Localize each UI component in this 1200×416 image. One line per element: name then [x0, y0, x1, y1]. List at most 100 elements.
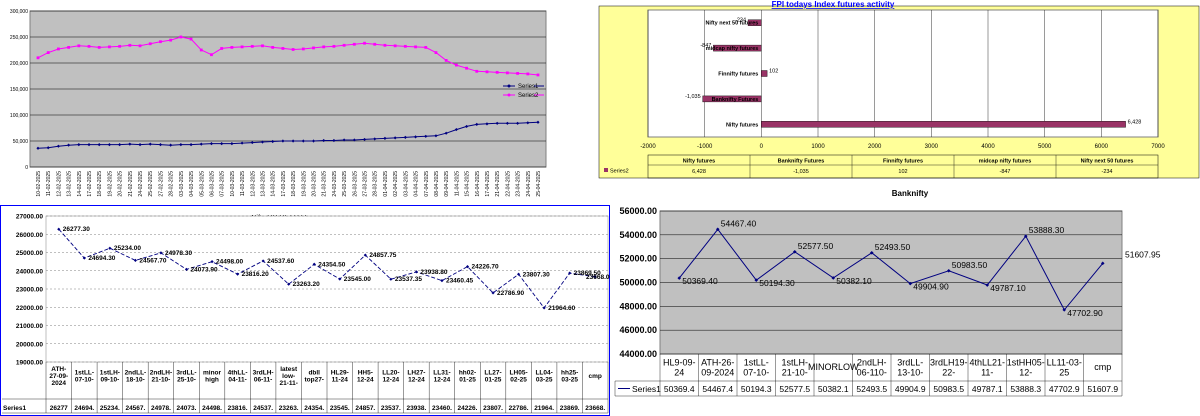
table-cell: 24537. — [253, 405, 273, 412]
series1-marker — [281, 139, 285, 143]
point-label: 23807.30 — [523, 271, 550, 278]
category-label-line: ATH-26- — [701, 358, 734, 368]
point-label: 24354.50 — [318, 261, 345, 268]
y-tick-label: 22000.00 — [16, 305, 43, 312]
series2-marker — [77, 44, 81, 48]
table-header: Banknifty Futures — [778, 159, 825, 165]
category-label: Nifty futures — [726, 122, 758, 128]
table-cell: 23869. — [560, 405, 580, 412]
series-line-series2 — [37, 36, 539, 76]
point-label: 50369.40 — [682, 276, 718, 286]
category-label: 3rdLH-06-11- — [253, 370, 274, 384]
series2-marker — [118, 44, 122, 48]
series2-marker — [261, 44, 264, 48]
series1-marker — [403, 135, 407, 139]
series2-marker — [57, 47, 60, 51]
category-label: cmp — [589, 373, 602, 380]
table-cell: 21964. — [534, 405, 554, 412]
point-label: 24978.30 — [165, 250, 192, 257]
x-tick-label: 24-02-2025 — [138, 171, 144, 197]
series2-marker — [159, 40, 162, 44]
category-label-line: 1stLH- — [100, 370, 120, 377]
category-label: 2ndLL-18-10- — [125, 370, 147, 384]
series2-marker — [465, 66, 468, 70]
series1-marker — [424, 134, 428, 138]
point-marker — [159, 251, 163, 255]
point-marker — [312, 262, 316, 266]
data-label: -234 — [735, 18, 746, 24]
table-header: Finnifty futures — [883, 159, 923, 165]
category-label: LL31-12-24 — [433, 370, 450, 384]
category-label-line: 3rdLH- — [253, 370, 274, 377]
x-tick-label: -1000 — [697, 144, 713, 150]
series2-marker — [373, 42, 377, 46]
table-cell: 23263. — [279, 405, 299, 412]
category-label-line: 07-10- — [743, 368, 769, 378]
series1-marker — [373, 137, 377, 141]
series2-marker — [352, 42, 356, 46]
table-cell: 102 — [898, 169, 907, 175]
category-label-line: 1stHH05- — [1007, 358, 1045, 368]
category-label: LH27-12-24 — [407, 370, 425, 384]
category-label-line: 25-10- — [177, 377, 196, 384]
category-label-line: LL04- — [535, 370, 552, 377]
x-tick-label: 03-03-2025 — [179, 171, 185, 197]
x-tick-label: -2000 — [640, 144, 656, 150]
table-header: Nifty next 50 futures — [1081, 159, 1134, 165]
series1-marker — [179, 143, 183, 147]
legend-marker — [507, 93, 511, 97]
category-label-line: 2ndLH- — [857, 358, 887, 368]
category-label: 3rdLL-13-10- — [897, 358, 923, 378]
point-label: 23545.00 — [344, 276, 371, 283]
x-tick-label: 23-04-2025 — [516, 171, 522, 197]
plot-area — [647, 9, 1159, 138]
point-label: 50983.50 — [952, 260, 988, 270]
series1-marker — [67, 143, 71, 147]
x-tick-label: 14-03-2025 — [271, 171, 277, 197]
nifty-swing-line-chart[interactable]: Nifty HH HL LH LL27000.0026000.0025000.0… — [0, 205, 610, 416]
table-series-label: Series2 — [610, 169, 629, 175]
table-cell: 52577.5 — [779, 384, 810, 394]
category-label-line: MINORLOW — [808, 362, 859, 372]
series1-marker — [301, 139, 305, 143]
x-tick-label: 17-03-2025 — [281, 171, 287, 197]
point-marker — [516, 272, 521, 276]
x-tick-label: 21-03-2025 — [322, 171, 328, 197]
daily-futures-line-chart: 300,000 250,000 200,000 150,000 100,000 50,00… — [0, 0, 548, 205]
series1-marker — [46, 146, 50, 150]
category-label-line: low- — [282, 373, 295, 380]
category-label-line: 2024 — [52, 380, 67, 387]
point-marker — [414, 270, 419, 274]
series1-marker — [148, 142, 152, 146]
series1-marker — [485, 122, 489, 126]
series2-marker — [291, 48, 295, 51]
chart-title: FPI todays Index futures activity — [772, 0, 895, 9]
y-tick-label: 0 — [25, 165, 28, 171]
series1-marker — [138, 143, 142, 147]
series2-marker — [526, 72, 530, 76]
x-tick-label: 07-03-2025 — [220, 171, 226, 197]
series1-marker — [87, 143, 91, 147]
data-label: 102 — [769, 69, 778, 75]
x-tick-label: 12-02-2025 — [56, 171, 62, 197]
category-label-line: 11-24 — [332, 377, 349, 384]
category-label-line: latest — [280, 366, 298, 373]
point-marker — [261, 259, 265, 263]
series2-marker — [342, 43, 346, 47]
series1-marker — [536, 120, 540, 124]
series-line — [678, 228, 1104, 311]
category-label-line: 12-24 — [408, 377, 425, 384]
x-tick-label: 16-04-2025 — [475, 171, 481, 197]
category-label: latest low-21-11- — [279, 366, 298, 387]
point-label: 51607.95 — [1125, 249, 1161, 259]
y-tick-label: 25000.00 — [16, 250, 43, 257]
series1-marker — [189, 143, 193, 147]
category-label-line: 24 — [674, 368, 684, 378]
table-cell: 24694. — [74, 405, 94, 412]
x-tick-label: 6000 — [1095, 144, 1109, 150]
bar — [713, 44, 762, 52]
category-label: minor high — [203, 370, 222, 384]
series1-marker — [158, 143, 163, 147]
category-label-line: 18-10- — [126, 377, 145, 384]
table-cell: 24073. — [177, 405, 197, 412]
